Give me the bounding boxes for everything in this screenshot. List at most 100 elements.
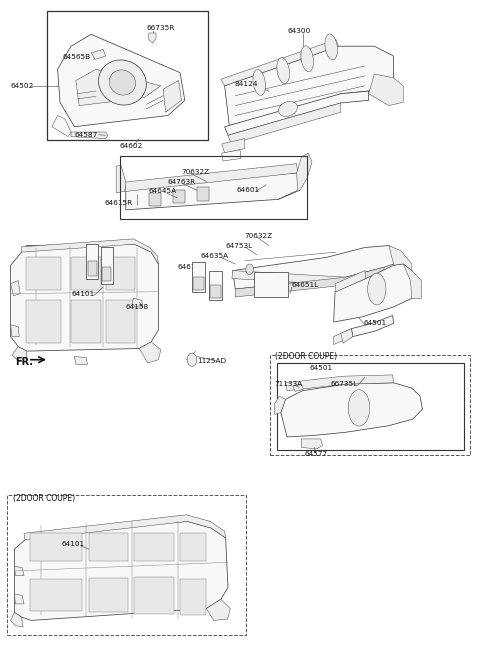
- Polygon shape: [351, 315, 394, 337]
- Text: 64501: 64501: [310, 365, 333, 372]
- Polygon shape: [21, 239, 158, 264]
- Ellipse shape: [277, 57, 289, 84]
- Bar: [180, 533, 206, 561]
- Circle shape: [187, 353, 197, 366]
- Text: 70632Z: 70632Z: [181, 168, 210, 175]
- Bar: [30, 533, 82, 561]
- Text: (2DOOR COUPE): (2DOOR COUPE): [13, 494, 75, 503]
- Polygon shape: [11, 325, 19, 337]
- Polygon shape: [233, 246, 396, 289]
- Polygon shape: [225, 91, 369, 135]
- Bar: [209, 271, 222, 300]
- Text: 71133A: 71133A: [275, 381, 303, 387]
- Polygon shape: [76, 69, 161, 106]
- Text: 64635A: 64635A: [201, 253, 229, 259]
- Text: 64651L: 64651L: [292, 282, 319, 288]
- Bar: [88, 261, 97, 276]
- Bar: [193, 277, 204, 290]
- Polygon shape: [74, 356, 87, 364]
- Bar: [106, 300, 135, 343]
- Polygon shape: [11, 280, 20, 296]
- Polygon shape: [235, 267, 384, 297]
- Text: (2DOOR COUPE): (2DOOR COUPE): [275, 352, 336, 361]
- Bar: [30, 579, 82, 611]
- Polygon shape: [149, 33, 156, 43]
- Bar: [277, 363, 464, 450]
- Text: 66735L: 66735L: [330, 381, 358, 387]
- Text: 70632Z: 70632Z: [245, 232, 273, 239]
- Polygon shape: [163, 81, 181, 112]
- Bar: [120, 156, 307, 219]
- Ellipse shape: [278, 102, 298, 116]
- Text: 1125AD: 1125AD: [197, 358, 226, 364]
- Ellipse shape: [368, 273, 386, 305]
- Bar: [254, 272, 288, 297]
- Polygon shape: [125, 164, 298, 191]
- Bar: [102, 267, 111, 281]
- Bar: [47, 11, 208, 140]
- Polygon shape: [24, 515, 226, 540]
- Bar: [71, 300, 101, 343]
- Text: 64753L: 64753L: [226, 242, 253, 249]
- Polygon shape: [139, 342, 161, 363]
- Polygon shape: [14, 566, 24, 576]
- Text: 64615R: 64615R: [105, 200, 133, 207]
- Bar: [270, 355, 470, 455]
- Polygon shape: [126, 173, 300, 210]
- Polygon shape: [334, 264, 415, 322]
- Ellipse shape: [348, 389, 370, 426]
- Polygon shape: [225, 46, 394, 135]
- Polygon shape: [301, 439, 323, 449]
- Bar: [301, 53, 311, 61]
- Polygon shape: [335, 271, 366, 292]
- Text: 64602: 64602: [119, 143, 143, 149]
- Bar: [180, 579, 206, 615]
- Text: 64601: 64601: [236, 187, 259, 193]
- Circle shape: [246, 264, 253, 275]
- Polygon shape: [12, 346, 26, 362]
- Text: 64300: 64300: [287, 28, 311, 34]
- Polygon shape: [403, 264, 421, 298]
- Polygon shape: [281, 383, 422, 437]
- Polygon shape: [221, 40, 338, 86]
- Text: FR.: FR.: [15, 356, 33, 367]
- Ellipse shape: [325, 34, 337, 60]
- Ellipse shape: [109, 70, 135, 95]
- Polygon shape: [293, 384, 303, 391]
- Ellipse shape: [98, 60, 146, 105]
- Polygon shape: [91, 50, 106, 59]
- Ellipse shape: [253, 69, 265, 96]
- Polygon shape: [71, 132, 108, 139]
- Bar: [134, 533, 174, 561]
- Text: 64763R: 64763R: [167, 178, 195, 185]
- Text: 64158: 64158: [126, 304, 149, 310]
- Bar: [71, 257, 101, 290]
- Polygon shape: [58, 34, 185, 127]
- Polygon shape: [286, 375, 394, 391]
- Polygon shape: [341, 329, 353, 343]
- Polygon shape: [228, 103, 341, 144]
- Polygon shape: [116, 165, 126, 193]
- Text: 84124: 84124: [234, 81, 258, 88]
- Bar: [86, 244, 98, 279]
- Polygon shape: [206, 599, 230, 620]
- Bar: [192, 262, 205, 292]
- Polygon shape: [278, 153, 312, 199]
- Polygon shape: [232, 271, 346, 285]
- Bar: [134, 577, 174, 614]
- Text: 64501: 64501: [364, 320, 387, 327]
- Polygon shape: [222, 150, 241, 161]
- Polygon shape: [275, 396, 286, 414]
- Polygon shape: [52, 115, 71, 137]
- Polygon shape: [389, 246, 412, 284]
- Bar: [26, 300, 61, 343]
- Text: 64619A: 64619A: [178, 264, 206, 271]
- Polygon shape: [11, 612, 23, 627]
- Text: 64565B: 64565B: [62, 54, 91, 61]
- Bar: [101, 248, 113, 284]
- Bar: [106, 257, 135, 290]
- Text: 66735R: 66735R: [146, 25, 175, 32]
- Text: 64101: 64101: [61, 541, 84, 548]
- Text: 64645A: 64645A: [149, 188, 177, 195]
- Polygon shape: [132, 298, 143, 307]
